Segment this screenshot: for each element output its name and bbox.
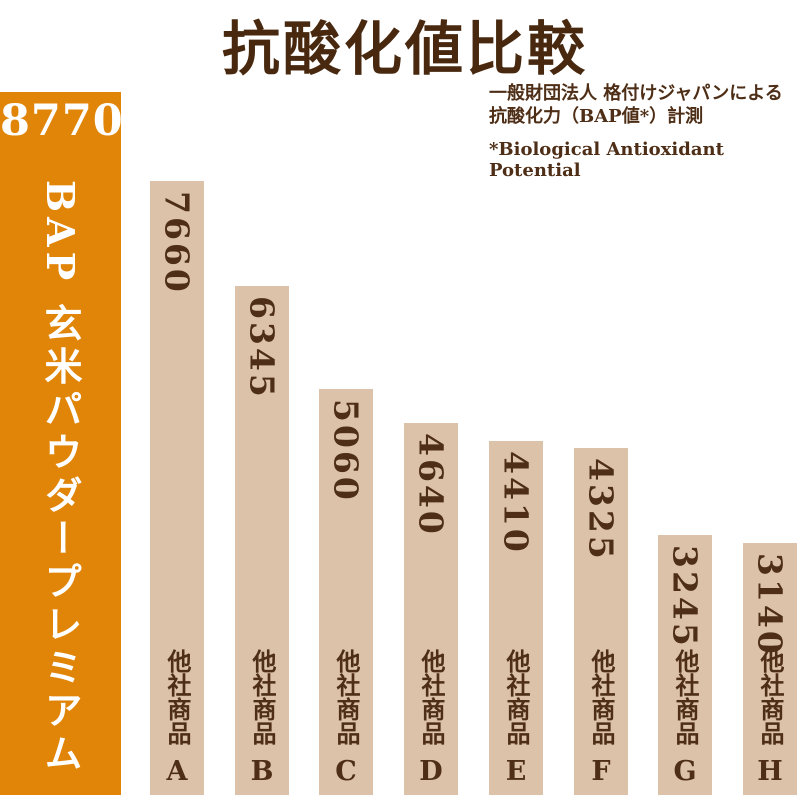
bar-label-letter: B: [250, 756, 274, 787]
competitor-bar-C: 5060 他社商品 C: [319, 389, 373, 795]
bar-label-letter: C: [335, 756, 357, 787]
bar-label-E: 他社商品 E: [489, 649, 543, 785]
competitor-bar-E: 4410 他社商品 E: [489, 441, 543, 795]
bar-label-text: 他社商品: [671, 649, 700, 745]
bar-label-text: 他社商品: [587, 649, 616, 745]
bar-value-H: 3140: [750, 553, 790, 657]
bar-label-letter: D: [419, 756, 443, 787]
bar-label-C: 他社商品 C: [319, 649, 373, 785]
highlight-bar-value: 8770: [0, 96, 124, 146]
competitor-bar-D: 4640 他社商品 D: [404, 423, 458, 795]
competitor-bar-A: 7660 他社商品 A: [150, 181, 204, 795]
bar-value-F: 4325: [581, 458, 621, 562]
subtitle-line-2: 抗酸化力（BAP値*）計測: [489, 106, 704, 127]
bar-label-text: 他社商品: [417, 649, 446, 745]
bar-value-G: 3245: [665, 545, 705, 649]
highlight-bar-label: BAP 玄米パウダープレミアム: [38, 180, 83, 777]
bar-label-text: 他社商品: [502, 649, 531, 745]
highlight-bar-name-area: BAP 玄米パウダープレミアム: [0, 162, 121, 795]
bar-label-text: 他社商品: [756, 649, 785, 745]
bar-value-A: 7660: [157, 191, 197, 295]
bar-label-letter: F: [591, 756, 611, 787]
bar-label-B: 他社商品 B: [235, 649, 289, 785]
bar-value-C: 5060: [326, 399, 366, 503]
competitor-bar-H: 3140 他社商品 H: [743, 543, 797, 795]
bar-value-B: 6345: [242, 296, 282, 400]
bar-label-letter: A: [166, 756, 188, 787]
bar-label-letter: E: [505, 756, 527, 787]
bar-label-F: 他社商品 F: [574, 649, 628, 785]
bar-label-text: 他社商品: [332, 649, 361, 745]
bar-value-E: 4410: [496, 451, 536, 555]
bar-label-H: 他社商品 H: [743, 649, 797, 785]
bar-label-letter: G: [673, 756, 697, 787]
bap-footnote: *Biological Antioxidant Potential: [489, 139, 724, 181]
bar-label-G: 他社商品 G: [658, 649, 712, 785]
chart-title: 抗酸化値比較: [221, 15, 588, 83]
bar-label-text: 他社商品: [248, 649, 277, 745]
bar-label-A: 他社商品 A: [150, 649, 204, 785]
subtitle-line-1: 一般財団法人 格付けジャパンによる: [489, 83, 783, 104]
chart-subtitle: 一般財団法人 格付けジャパンによる 抗酸化力（BAP値*）計測 *Biologi…: [489, 82, 800, 181]
bar-label-D: 他社商品 D: [404, 649, 458, 785]
highlight-bar-bap-premium: 8770 BAP 玄米パウダープレミアム: [0, 92, 124, 795]
bar-value-D: 4640: [411, 433, 451, 537]
bar-label-text: 他社商品: [163, 649, 192, 745]
competitor-bar-F: 4325 他社商品 F: [574, 448, 628, 795]
competitor-bar-G: 3245 他社商品 G: [658, 535, 712, 795]
competitor-bar-B: 6345 他社商品 B: [235, 286, 289, 795]
bar-label-letter: H: [757, 756, 783, 787]
